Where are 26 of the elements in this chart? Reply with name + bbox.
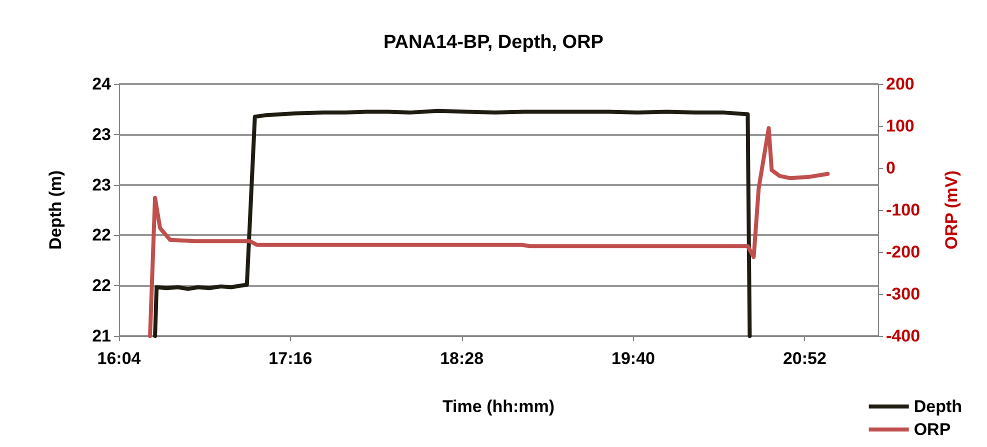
y2-tick-label: 0	[886, 158, 896, 178]
x-tick-label: 17:16	[268, 349, 312, 368]
line-series	[153, 108, 752, 338]
y-tick-label: 23	[92, 124, 111, 144]
y2-tick-label: -100	[886, 200, 920, 220]
x-axis-title: Time (hh:mm)	[442, 397, 555, 416]
y-tick-label: 21	[92, 326, 111, 346]
x-tick-label: 20:52	[782, 349, 826, 368]
y-tick-label: 23	[92, 175, 111, 194]
y2-axis-title: ORP (mV)	[942, 170, 961, 250]
y2-tick-label: 200	[886, 74, 914, 94]
y2-tick-label: 100	[886, 116, 914, 136]
line-series	[148, 126, 830, 338]
y2-tick-label: -400	[886, 326, 920, 346]
x-tick-label: 16:04	[97, 349, 142, 368]
legend-label: Depth	[914, 397, 962, 416]
legend-label: ORP	[914, 420, 951, 439]
y2-tick-label: -200	[886, 242, 920, 262]
chart-title: PANA14-BP, Depth, ORP	[384, 32, 604, 53]
x-tick-label: 18:28	[440, 349, 484, 368]
y-tick-label: 24	[92, 74, 112, 94]
y-axis-title: Depth (m)	[46, 170, 65, 250]
y-tick-label: 22	[92, 276, 111, 296]
x-tick-label: 19:40	[612, 349, 655, 368]
y-tick-label: 22	[92, 226, 111, 245]
y2-tick-label: -300	[886, 284, 920, 304]
